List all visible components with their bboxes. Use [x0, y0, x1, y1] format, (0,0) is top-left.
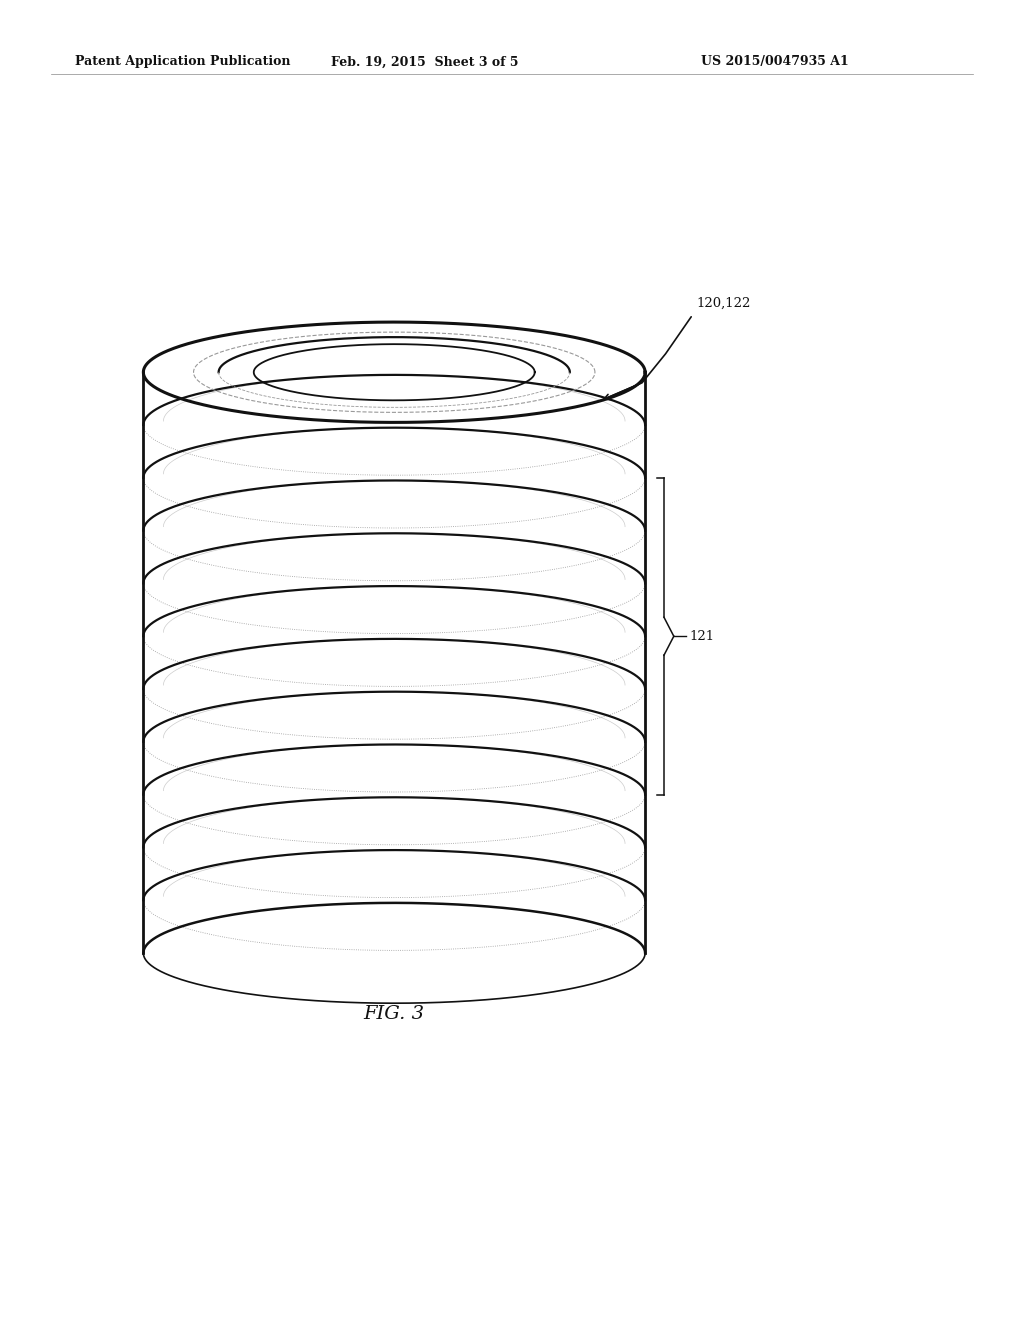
Text: Feb. 19, 2015  Sheet 3 of 5: Feb. 19, 2015 Sheet 3 of 5: [331, 55, 519, 69]
Text: FIG. 3: FIG. 3: [364, 1005, 425, 1023]
Text: Patent Application Publication: Patent Application Publication: [75, 55, 290, 69]
Text: 121: 121: [689, 630, 715, 643]
Text: US 2015/0047935 A1: US 2015/0047935 A1: [701, 55, 849, 69]
Text: 120,122: 120,122: [696, 297, 751, 310]
